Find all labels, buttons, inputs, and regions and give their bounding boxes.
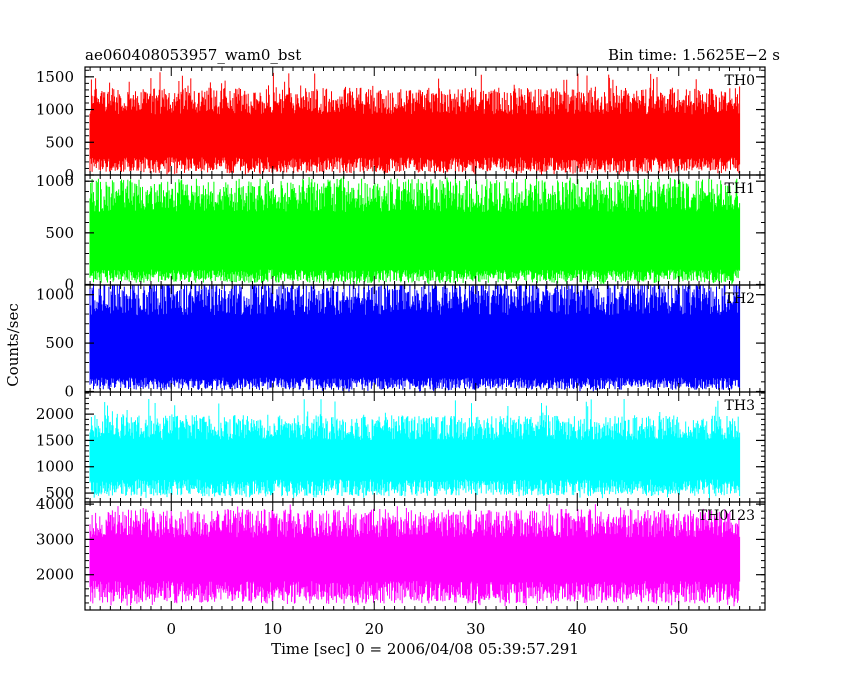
series-label: TH3 bbox=[725, 398, 755, 414]
x-axis-label: Time [sec] 0 = 2006/04/08 05:39:57.291 bbox=[271, 640, 579, 658]
panels: 0 500 1000 1500 TH0 0 500 1000 TH1 0 500 1000 TH2 500… bbox=[36, 66, 766, 611]
x-tick-label: 0 bbox=[166, 620, 176, 638]
x-tick-label: 30 bbox=[466, 620, 485, 638]
y-tick-label: 0 bbox=[64, 166, 74, 184]
series-th3 bbox=[89, 399, 741, 499]
y-tick-label: 500 bbox=[45, 133, 74, 151]
y-tick-label: 1000 bbox=[36, 172, 74, 190]
x-tick-label: 20 bbox=[365, 620, 384, 638]
panel-th1: 0 500 1000 TH1 bbox=[36, 172, 766, 293]
panel-th0: 0 500 1000 1500 TH0 bbox=[36, 66, 766, 184]
series-th2 bbox=[89, 285, 741, 392]
y-tick-label: 3000 bbox=[36, 530, 74, 548]
y-tick-label: 1000 bbox=[36, 101, 74, 119]
series-label: TH0 bbox=[725, 73, 755, 89]
y-tick-label: 1500 bbox=[36, 68, 74, 86]
panel-th0123: 2000 3000 4000 TH0123 bbox=[36, 495, 766, 611]
series-th0 bbox=[89, 72, 741, 175]
series-th1 bbox=[89, 176, 741, 285]
series-label: TH1 bbox=[725, 181, 755, 197]
y-axis-label: Counts/sec bbox=[4, 303, 22, 387]
y-tick-label: 500 bbox=[45, 484, 74, 502]
x-tick-label: 10 bbox=[263, 620, 282, 638]
panel-th2: 0 500 1000 TH2 bbox=[36, 284, 766, 401]
x-tick-label: 50 bbox=[669, 620, 688, 638]
y-tick-label: 0 bbox=[64, 383, 74, 401]
y-tick-label: 1500 bbox=[36, 431, 74, 449]
y-tick-label: 1000 bbox=[36, 286, 74, 304]
chart-subtitle: Bin time: 1.5625E−2 s bbox=[608, 46, 780, 64]
y-tick-label: 0 bbox=[64, 275, 74, 293]
chart-title: ae060408053957_wam0_bst bbox=[85, 46, 301, 64]
x-tick-label: 40 bbox=[568, 620, 587, 638]
y-tick-label: 4000 bbox=[36, 495, 74, 513]
panel-th3: 500 1000 1500 2000 TH3 bbox=[36, 391, 766, 503]
y-tick-label: 2000 bbox=[36, 405, 74, 423]
y-tick-label: 500 bbox=[45, 224, 74, 242]
y-tick-label: 2000 bbox=[36, 566, 74, 584]
series-label: TH0123 bbox=[698, 508, 755, 524]
series-label: TH2 bbox=[725, 291, 755, 307]
x-axis: 0 10 20 30 40 50 bbox=[166, 620, 688, 638]
series-th0123 bbox=[89, 504, 741, 607]
y-tick-label: 1000 bbox=[36, 458, 74, 476]
y-tick-label: 500 bbox=[45, 334, 74, 352]
